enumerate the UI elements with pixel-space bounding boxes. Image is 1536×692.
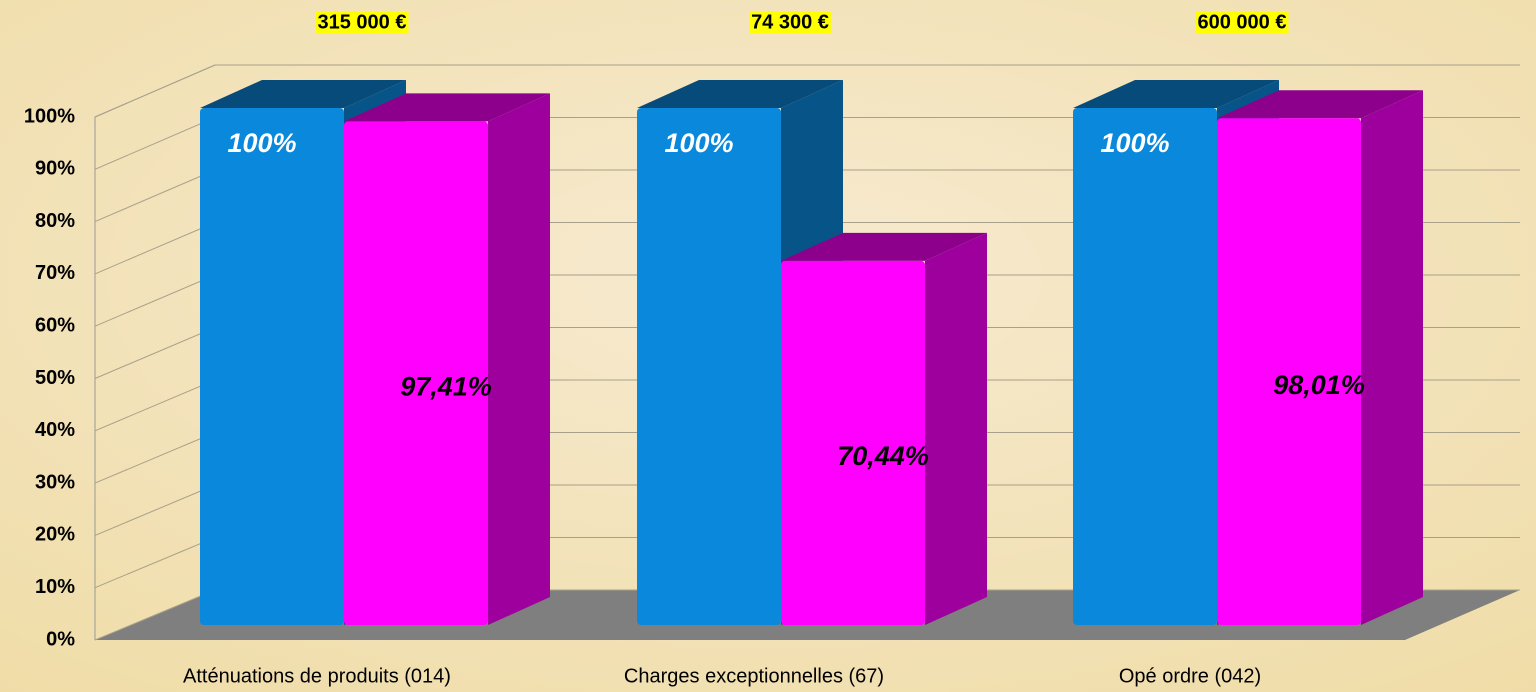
annotation-bg — [749, 11, 831, 34]
y-tick-label: 80% — [35, 210, 75, 232]
bar-top — [200, 80, 406, 108]
value-label: 70,44% — [837, 441, 929, 471]
annotation: 600 000 € — [1198, 11, 1287, 33]
x-tick-label: Opé ordre (042) — [1119, 665, 1261, 687]
value-label: 100% — [664, 128, 733, 158]
y-tick-label: 30% — [35, 471, 75, 493]
annotation: 315 000 € — [318, 11, 407, 33]
bar — [781, 260, 925, 625]
y-tick-label: 90% — [35, 158, 75, 180]
bar — [344, 121, 488, 626]
y-tick-label: 70% — [35, 262, 75, 284]
y-tick-label: 40% — [35, 419, 75, 441]
x-tick-label: Atténuations de produits (014) — [183, 665, 451, 687]
annotation-bg — [1195, 11, 1289, 34]
bar-side — [488, 93, 550, 625]
bar-top — [1217, 90, 1423, 119]
annotation-bg — [315, 11, 409, 34]
bar-side — [925, 232, 987, 625]
bar — [1217, 118, 1361, 625]
value-label: 100% — [227, 128, 296, 158]
y-tick-label: 10% — [35, 576, 75, 598]
bar-top — [344, 93, 550, 122]
bar-top — [1073, 80, 1279, 108]
y-tick-label: 50% — [35, 367, 75, 389]
value-label: 97,41% — [400, 371, 492, 401]
y-tick-label: 20% — [35, 524, 75, 546]
bar-top — [781, 232, 987, 261]
grid-line — [94, 64, 1520, 118]
y-tick-label: 0% — [46, 628, 75, 650]
y-tick-label: 60% — [35, 314, 75, 336]
bar — [200, 108, 344, 625]
x-tick-label: Charges exceptionnelles (67) — [624, 665, 884, 687]
bar — [1073, 108, 1217, 625]
value-label: 100% — [1100, 128, 1169, 158]
bar — [637, 108, 781, 625]
y-tick-label: 100% — [24, 105, 75, 127]
bar-side — [1361, 90, 1423, 625]
bar-top — [637, 80, 843, 108]
value-label: 98,01% — [1273, 370, 1365, 400]
annotation: 74 300 € — [751, 11, 829, 33]
